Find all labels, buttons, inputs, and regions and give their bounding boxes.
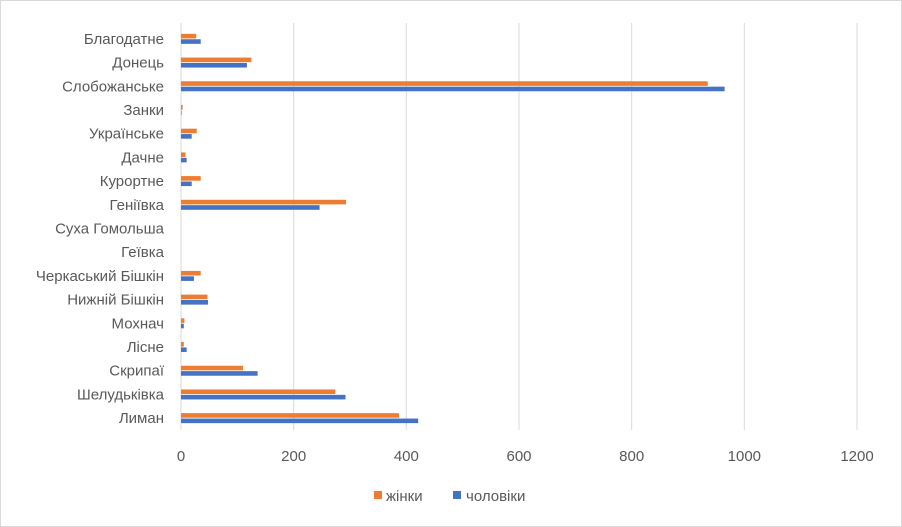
bar-zhinky [181, 81, 708, 86]
category-label: Нижній Бішкін [67, 292, 164, 309]
x-tick-label: 200 [281, 448, 306, 465]
x-tick-label: 400 [394, 448, 419, 465]
bar-cholovichy [181, 418, 419, 424]
category-label: Донець [112, 55, 164, 72]
category-label: Геївка [121, 244, 164, 261]
category-label: Лиман [119, 410, 164, 427]
x-tick-labels: 0 200 400 600 800 1000 1200 [177, 448, 874, 465]
category-label: Мохнач [112, 315, 164, 332]
bar-zhinky [181, 413, 400, 418]
x-tick-label: 1200 [840, 448, 873, 465]
category-label: Геніївка [110, 197, 165, 214]
category-label: Дачне [121, 149, 164, 166]
bar-zhinky [181, 128, 197, 134]
category-label: Суха Гомольша [55, 221, 165, 238]
bar-zhinky [181, 294, 208, 300]
bar-cholovichy [181, 394, 346, 400]
bar-zhinky [181, 342, 184, 347]
bar-cholovichy [181, 300, 209, 305]
x-tick-label: 1000 [728, 448, 761, 465]
category-label: Лісне [127, 339, 164, 356]
bar-cholovichy [181, 276, 194, 281]
bar-zhinky [181, 57, 252, 63]
bar-zhinky [181, 176, 201, 181]
category-label: Занки [123, 102, 164, 119]
legend: жінки чоловіки [374, 488, 525, 505]
legend-label-cholovichy: чоловіки [466, 488, 525, 505]
category-label: Благодатне [84, 31, 164, 48]
bar-zhinky [181, 389, 336, 395]
legend-label-zhinky: жінки [386, 488, 423, 505]
bar-cholovichy [181, 181, 192, 187]
bar-cholovichy [181, 157, 187, 163]
bar-cholovichy [181, 110, 182, 115]
category-labels: Лиман Шелудьківка Скрипаї Лісне Мохнач Нижній… [36, 31, 165, 427]
bar-zhinky [181, 152, 186, 157]
bar-cholovichy [181, 323, 184, 329]
bar-zhinky [181, 104, 183, 110]
bars [181, 33, 725, 424]
category-label: Слобожанське [62, 78, 164, 95]
bar-zhinky [181, 318, 185, 323]
bar-zhinky [181, 270, 201, 276]
bar-zhinky [181, 199, 347, 205]
bar-zhinky [181, 365, 243, 371]
bar-cholovichy [181, 62, 247, 68]
bar-cholovichy [181, 86, 725, 92]
x-tick-label: 600 [506, 448, 531, 465]
category-label: Скрипаї [109, 363, 165, 380]
bar-cholovichy [181, 205, 320, 210]
legend-swatch-cholovichy [453, 491, 461, 499]
category-label: Шелудьківка [77, 386, 165, 403]
bar-cholovichy [181, 347, 187, 353]
category-label: Курортне [100, 173, 164, 190]
legend-swatch-zhinky [374, 491, 382, 499]
bar-cholovichy [181, 371, 258, 376]
bar-cholovichy [181, 39, 201, 44]
x-tick-label: 0 [177, 448, 185, 465]
bar-cholovichy [181, 134, 192, 139]
category-label: Черкаський Бішкін [36, 268, 164, 285]
x-tick-label: 800 [619, 448, 644, 465]
category-label: Українське [89, 126, 164, 143]
bar-zhinky [181, 33, 197, 39]
